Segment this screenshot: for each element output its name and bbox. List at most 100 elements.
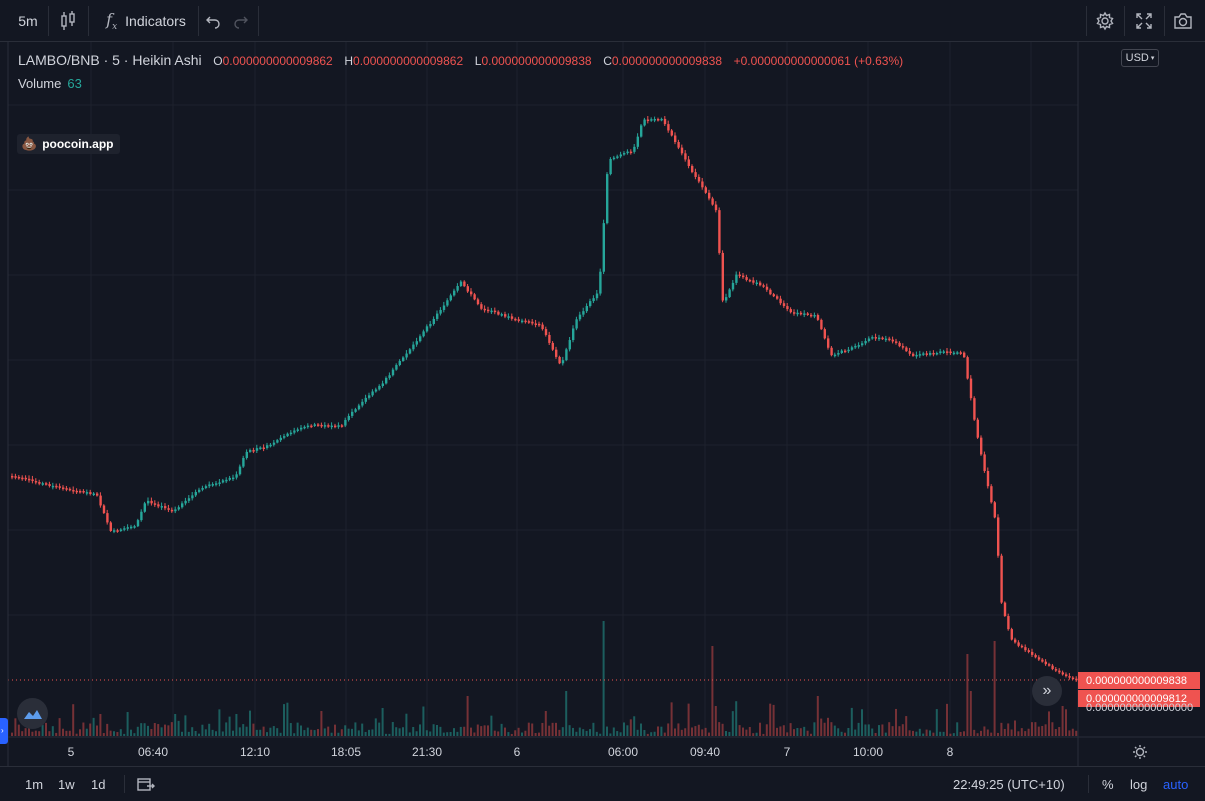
candle-body — [357, 405, 361, 410]
date-range-button[interactable] — [137, 767, 155, 801]
candle-body — [170, 509, 174, 512]
time-label: 12:10 — [239, 745, 271, 759]
settings-button[interactable] — [1088, 0, 1122, 42]
volume-bar — [555, 722, 557, 736]
volume-bar — [565, 691, 568, 736]
volume-bar — [402, 727, 404, 736]
volume-bar — [1037, 726, 1040, 736]
volume-bar — [1027, 728, 1030, 736]
volume-bar — [888, 722, 891, 736]
candle-body — [1020, 645, 1024, 648]
candle-body — [266, 445, 269, 449]
volume-bar — [357, 730, 360, 736]
volume-bar — [255, 729, 258, 736]
volume-bar — [925, 729, 928, 736]
clock-timezone[interactable]: 22:49:25 (UTC+10) — [953, 776, 1065, 792]
left-toolbar-toggle[interactable]: › — [0, 718, 8, 744]
candle-body — [184, 500, 187, 504]
candle-body — [160, 506, 163, 508]
candle-body — [813, 315, 816, 317]
candle-body — [388, 375, 391, 378]
candle-body — [983, 454, 986, 471]
candle-body — [1010, 629, 1013, 640]
volume-bar — [769, 703, 772, 736]
volume-bar — [334, 724, 336, 736]
time-label: 06:00 — [607, 745, 639, 759]
toolbar-divider — [198, 6, 199, 36]
volume-bar — [837, 728, 840, 736]
symbol-title[interactable]: LAMBO/BNB · 5 · Heikin Ashi — [18, 52, 202, 68]
toolbar-divider — [88, 6, 89, 36]
range-1d-button[interactable]: 1d — [91, 776, 106, 792]
volume-legend[interactable]: Volume 63 — [18, 76, 82, 91]
fullscreen-button[interactable] — [1126, 0, 1162, 42]
candle-body — [432, 318, 435, 324]
tradingview-logo[interactable] — [17, 698, 48, 729]
candle-body — [725, 297, 728, 301]
candle-body — [429, 323, 432, 327]
volume-bar — [463, 726, 466, 736]
candle-body — [847, 349, 850, 352]
candle-body — [133, 526, 136, 528]
candle-body — [521, 320, 524, 323]
indicators-button[interactable]: fx Indicators — [94, 0, 198, 42]
redo-button[interactable] — [228, 0, 254, 42]
range-1w-button[interactable]: 1w — [58, 776, 75, 792]
volume-bar — [731, 711, 734, 736]
volume-bar — [11, 732, 13, 736]
candle-body — [334, 425, 337, 428]
volume-bar — [524, 730, 527, 736]
candle-body — [381, 383, 384, 387]
volume-bar — [735, 701, 738, 736]
volume-bar — [956, 722, 959, 736]
range-1m-button[interactable]: 1m — [25, 776, 44, 792]
volume-bar — [75, 733, 78, 736]
chart-type-button[interactable] — [50, 0, 86, 42]
poocoin-badge[interactable]: 💩 poocoin.app — [17, 134, 120, 154]
candle-body — [643, 119, 646, 126]
log-toggle[interactable]: log — [1130, 776, 1148, 792]
volume-bar — [772, 704, 775, 736]
auto-toggle[interactable]: auto — [1163, 776, 1189, 792]
volume-bar — [534, 733, 537, 736]
currency-selector[interactable]: USD ▾ — [1121, 49, 1159, 67]
volume-bar — [242, 724, 245, 736]
volume-bar — [300, 725, 302, 736]
candle-body — [993, 502, 996, 518]
candle-body — [11, 476, 14, 478]
screenshot-button[interactable] — [1166, 0, 1200, 42]
volume-bar — [915, 731, 918, 736]
volume-bar — [551, 722, 554, 736]
volume-bar — [704, 727, 707, 736]
percent-toggle[interactable]: % — [1102, 776, 1114, 792]
undo-button[interactable] — [200, 0, 226, 42]
volume-bar — [653, 731, 656, 736]
toolbar-divider — [1124, 6, 1125, 36]
volume-bar — [1068, 730, 1071, 736]
candle-body — [840, 350, 843, 353]
volume-bar — [92, 717, 95, 736]
candle-body — [697, 176, 701, 182]
candle-body — [289, 432, 293, 435]
volume-bar — [677, 723, 680, 736]
candle-body — [565, 349, 568, 361]
volume-bar — [796, 727, 799, 736]
scroll-to-realtime-button[interactable]: » — [1032, 676, 1062, 706]
candle-body — [249, 450, 252, 452]
candle-body — [782, 303, 786, 307]
candle-body — [531, 321, 534, 324]
candle-body — [79, 490, 82, 493]
volume-bar — [575, 731, 578, 736]
bottom-toolbar: 1m 1w 1d 22:49:25 (UTC+10) % log auto — [0, 766, 1205, 800]
candle-body — [534, 323, 537, 325]
candle-body — [514, 318, 517, 321]
volume-bar — [558, 729, 561, 736]
axis-settings-button[interactable] — [1132, 744, 1148, 765]
candle-body — [861, 343, 864, 346]
volume-bar — [1007, 723, 1010, 736]
candle-body — [929, 352, 932, 355]
candle-body — [905, 347, 908, 352]
interval-button[interactable]: 5m — [18, 13, 38, 29]
candle-body — [181, 503, 184, 508]
